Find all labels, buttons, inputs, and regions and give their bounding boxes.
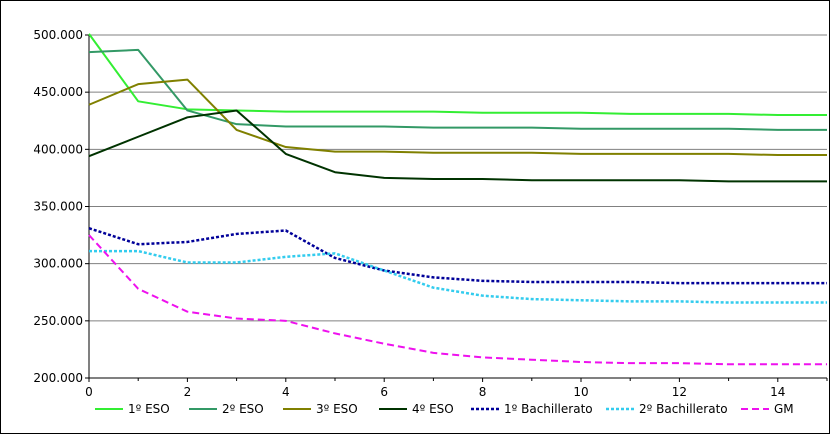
legend: 1º ESO 2º ESO 3º ESO 4º ESO 1º Bachillerato 2… (95, 402, 794, 416)
x-tick-label: 10 (573, 385, 588, 399)
series-line (88, 109, 827, 183)
series-line (89, 249, 827, 304)
y-tick-label: 500.000 (33, 28, 83, 42)
x-tick-label: 8 (479, 385, 487, 399)
series-line (88, 33, 827, 117)
series-line (88, 227, 827, 285)
gridlines (89, 34, 827, 379)
legend-label: 1º ESO (128, 402, 170, 416)
y-tick-label: 250.000 (33, 314, 83, 328)
y-tick-label: 350.000 (33, 200, 83, 214)
series-line (88, 78, 827, 157)
x-tick-label: 0 (85, 385, 93, 399)
y-tick-label: 400.000 (33, 142, 83, 156)
series-line (88, 48, 827, 131)
x-tick-label: 14 (770, 385, 785, 399)
y-tick-label: 200.000 (33, 371, 83, 385)
axes: 200.000 250.000 300.000 350.000 400.000 450.0… (33, 28, 828, 399)
x-tick-label: 12 (672, 385, 687, 399)
legend-label: GM (774, 402, 794, 416)
series-lines (88, 33, 827, 366)
legend-label: 1º Bachillerato (504, 402, 593, 416)
x-tick-label: 6 (380, 385, 388, 399)
x-tick-label: 4 (282, 385, 290, 399)
x-tick-label: 2 (184, 385, 192, 399)
y-tick-label: 450.000 (33, 85, 83, 99)
legend-label: 4º ESO (412, 402, 454, 416)
y-tick-label: 300.000 (33, 257, 83, 271)
series-line (88, 234, 827, 366)
legend-label: 2º Bachillerato (639, 402, 728, 416)
legend-label: 3º ESO (316, 402, 358, 416)
legend-label: 2º ESO (222, 402, 264, 416)
